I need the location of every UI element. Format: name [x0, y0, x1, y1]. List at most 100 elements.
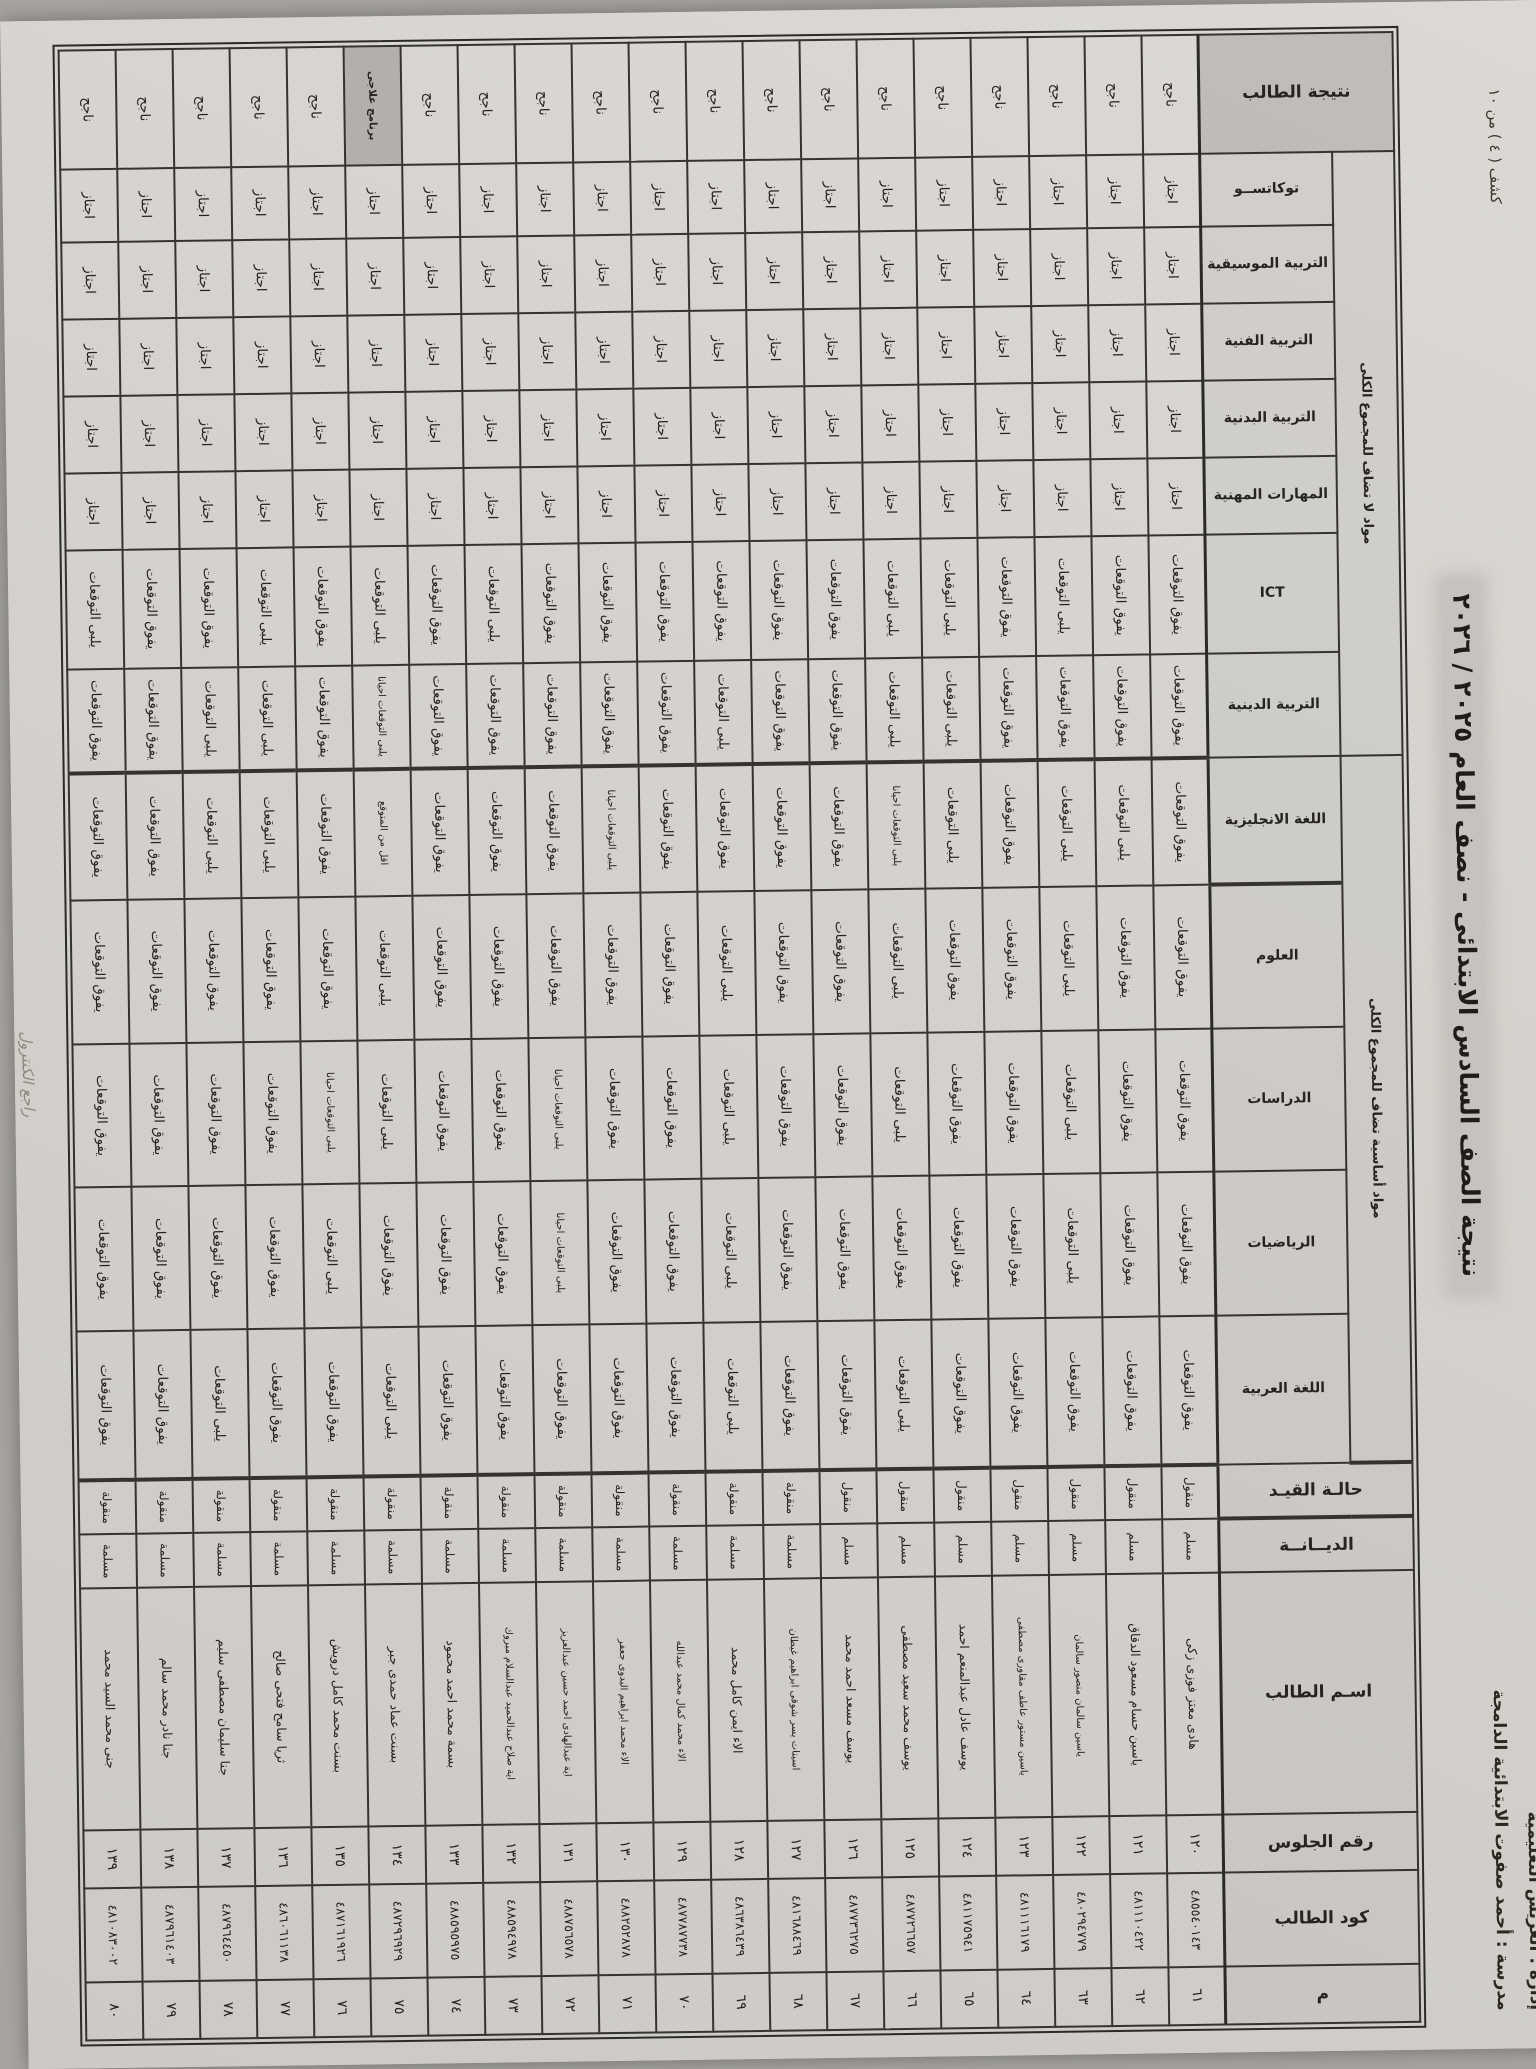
cell-ict: يفوق التوقعات — [521, 543, 581, 663]
cell-music: اجتاز — [517, 235, 576, 314]
cell-tokkatsu: اجتاز — [1143, 153, 1202, 228]
cell-religion: مسلمة — [535, 1527, 593, 1583]
cell-name: بسنت محمد كامل درويش — [308, 1584, 369, 1827]
cell-arabic: يفوق التوقعات — [988, 1317, 1048, 1468]
cell-seat: ١٣١ — [539, 1823, 598, 1883]
cell-name: جنى محمد السيد محمد — [80, 1587, 141, 1831]
cell-art: اجتاز — [1088, 304, 1147, 383]
cell-art: اجتاز — [176, 317, 235, 395]
cell-studies: يلبى التوقعات — [1041, 1029, 1101, 1175]
cell-science: يفوق التوقعات — [70, 899, 130, 1045]
cell-name: ياسين سالمان منصور سالمان — [1048, 1574, 1110, 1817]
cell-m: ٧٤ — [427, 1976, 486, 2036]
admin-header: إدارة : العريش التعليمية مدرسة : أحمد صف… — [1481, 1689, 1536, 2011]
cell-english: يلبى التوقعات — [182, 770, 242, 899]
col-header-studies: الدراسات — [1212, 1026, 1347, 1172]
cell-physical: اجتاز — [804, 385, 863, 464]
cell-science: يفوق التوقعات — [184, 898, 244, 1043]
cell-name: الاء محمد كمال محمد عبدالله — [649, 1579, 711, 1823]
cell-name: ياسين حسام مسعود الدقاق — [1105, 1573, 1167, 1816]
cell-seat: ١٢٥ — [881, 1818, 940, 1878]
cell-name: الاء محمد ابراهيم البدوى جعفر — [592, 1580, 654, 1824]
cell-music: اجتاز — [859, 230, 918, 309]
cell-arabic: يفوق التوقعات — [931, 1318, 991, 1469]
cell-name: هادى معتز فوزى زكى — [1162, 1572, 1224, 1816]
cell-studies: يفوق التوقعات — [72, 1043, 132, 1188]
cell-religion: مسلمة — [649, 1525, 707, 1581]
cell-studies: يفوق التوقعات — [1155, 1028, 1215, 1173]
cell-tokkatsu: اجتاز — [858, 157, 917, 232]
cell-art: اجتاز — [974, 305, 1033, 384]
cell-religion: مسلمة — [592, 1526, 650, 1582]
cell-seat: ١٣٧ — [197, 1827, 256, 1887]
cell-english: يفوق التوقعات — [68, 772, 128, 901]
cell-math: يفوق التوقعات — [74, 1187, 134, 1332]
cell-religion: مسلم — [991, 1520, 1049, 1576]
cell-science: يفوق التوقعات — [127, 898, 187, 1044]
cell-music: اجتاز — [688, 232, 747, 311]
cell-math: يفوق التوقعات — [131, 1186, 191, 1331]
cell-arabic: يفوق التوقعات — [532, 1324, 592, 1474]
cell-art: اجتاز — [404, 313, 463, 392]
col-header-tokkatsu: توكاتســو — [1200, 151, 1334, 227]
cell-m: ٧٢ — [541, 1974, 600, 2035]
cell-name: اية عبدالهادى احمد حسين عبدالعزيز — [535, 1581, 597, 1824]
cell-vocational: اجتاز — [1033, 459, 1092, 538]
cell-music: اجتاز — [460, 236, 519, 314]
cell-status: منقول — [933, 1467, 992, 1523]
cell-m: ٧٧ — [256, 1978, 315, 2039]
cell-ict: يلبى التوقعات — [1034, 536, 1094, 656]
cell-physical: اجتاز — [861, 384, 920, 463]
cell-studies: يفوق التوقعات — [585, 1036, 645, 1181]
cell-art: اجتاز — [575, 311, 634, 390]
cell-seat: ١٢٤ — [938, 1817, 997, 1877]
cell-physical: اجتاز — [576, 388, 635, 467]
cell-science: يفوق التوقعات — [1096, 885, 1156, 1030]
cell-tokkatsu: اجتاز — [402, 163, 461, 238]
cell-ict: يفوق التوقعات — [578, 542, 638, 663]
cell-english: يلبى التوقعات احيانا — [581, 765, 641, 894]
cell-arabic: يلبى التوقعات — [703, 1321, 763, 1472]
cell-music: اجتاز — [175, 240, 234, 318]
cell-music: اجتاز — [745, 232, 804, 310]
col-header-religious-ed: التربية الدينية — [1207, 651, 1341, 758]
cell-ict: يلبى التوقعات — [350, 545, 410, 666]
cell-code: ٤٨٨٥٩٤٩٧٨ — [483, 1882, 542, 1977]
cell-english: يلبى التوقعات — [923, 760, 983, 889]
cell-studies: يفوق التوقعات — [813, 1032, 873, 1178]
cell-seat: ١٢٢ — [1052, 1815, 1111, 1875]
cell-english: يلبى التوقعات — [1094, 758, 1154, 887]
school-line: مدرسة : أحمد صفوت الابتدائية الدامجة — [1488, 1689, 1513, 2011]
cell-religious: يفوق التوقعات — [295, 665, 354, 771]
cell-m: ٦٩ — [712, 1972, 771, 2032]
cell-m: ٦٣ — [1054, 1967, 1113, 2027]
cell-seat: ١٣٩ — [83, 1829, 142, 1889]
cell-studies: يفوق التوقعات — [471, 1037, 531, 1183]
col-header-art: التربية الفنية — [1202, 301, 1336, 381]
cell-studies: يفوق التوقعات — [927, 1031, 987, 1176]
cell-name: يوسف محمد سعيد مصطفى — [877, 1576, 939, 1820]
cell-religion: مسلمة — [478, 1528, 536, 1584]
cell-ict: يفوق التوقعات — [749, 540, 809, 660]
cell-status: منقولة — [306, 1476, 365, 1532]
cell-vocational: اجتاز — [235, 470, 294, 549]
cell-art: اجتاز — [290, 315, 349, 394]
cell-english: يفوق التوقعات — [410, 767, 470, 896]
cell-religion: مسلمة — [193, 1532, 252, 1588]
cell-physical: اجتاز — [234, 393, 293, 472]
cell-code: ٤٨٨٥٩٥٩٧٥ — [426, 1882, 485, 1978]
cell-music: اجتاز — [1144, 226, 1203, 305]
cell-music: اجتاز — [574, 234, 633, 313]
cell-tokkatsu: اجتاز — [687, 159, 746, 234]
cell-religious: يفوق التوقعات — [751, 658, 810, 764]
cell-studies: يلبى التوقعات — [699, 1034, 759, 1180]
cell-seat: ١٣٣ — [425, 1824, 484, 1884]
cell-m: ٧٥ — [370, 1977, 429, 2037]
cell-physical: اجتاز — [462, 390, 521, 468]
cell-arabic: يفوق التوقعات — [1159, 1315, 1219, 1466]
cell-science: يفوق التوقعات — [469, 894, 529, 1039]
cell-art: اجتاز — [233, 316, 292, 395]
cell-arabic: يفوق التوقعات — [760, 1321, 820, 1471]
cell-physical: اجتاز — [1032, 382, 1091, 461]
